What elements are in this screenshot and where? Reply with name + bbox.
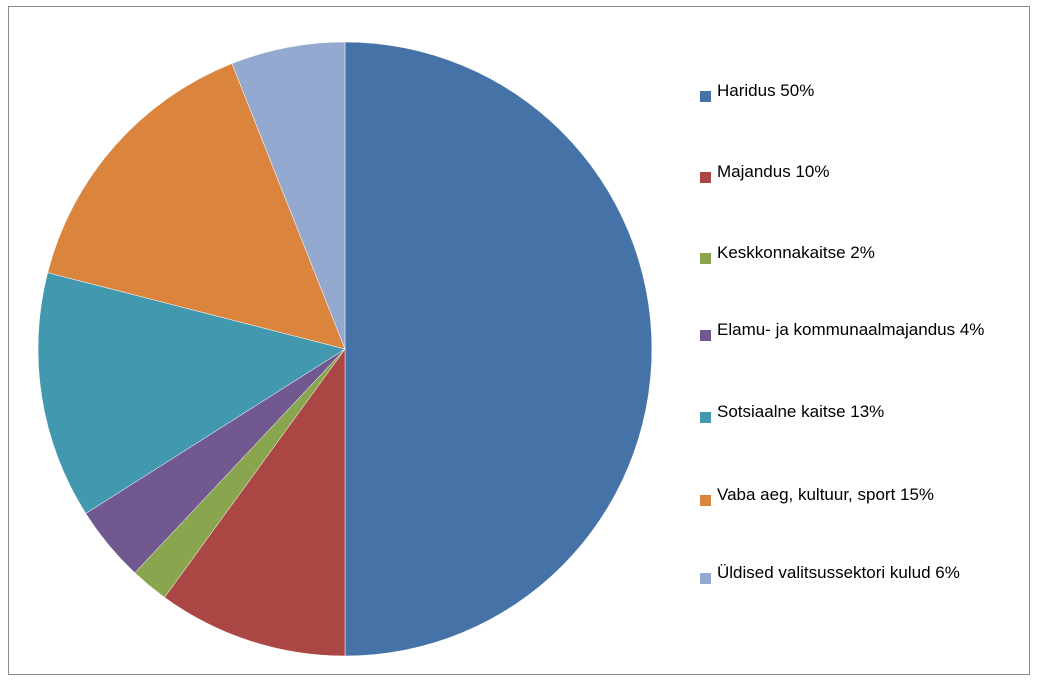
legend-swatch [700,91,711,102]
legend-label: Elamu- ja kommunaalmajandus 4% [717,320,985,339]
pie-slice [37,272,346,514]
legend-swatch [700,412,711,423]
legend-item: Üldised valitsussektori kulud 6% [700,563,1030,590]
legend-label: Üldised valitsussektori kulud 6% [717,563,960,582]
legend-swatch [700,573,711,584]
legend-label: Sotsiaalne kaitse 13% [717,402,885,421]
legend-item: Majandus 10% [700,162,1030,189]
pie-slice [164,348,346,657]
legend-label: Keskkonnakaitse 2% [717,243,875,262]
legend-swatch [700,495,711,506]
legend-swatch [700,330,711,341]
legend-item: Keskkonnakaitse 2% [700,243,1030,270]
pie-slice [344,41,653,657]
legend-label: Haridus 50% [717,81,815,100]
legend-item: Haridus 50% [700,81,1030,108]
legend-label: Majandus 10% [717,162,830,181]
pie-slice [231,41,346,350]
legend-item: Elamu- ja kommunaalmajandus 4% [700,320,1030,347]
chart-frame [8,6,1030,675]
legend-item: Vaba aeg, kultuur, sport 15% [700,485,1030,512]
legend-swatch [700,172,711,183]
legend-item: Sotsiaalne kaitse 13% [700,402,1030,429]
pie-slice [47,63,346,350]
legend-swatch [700,253,711,264]
legend-label: Vaba aeg, kultuur, sport 15% [717,485,935,504]
